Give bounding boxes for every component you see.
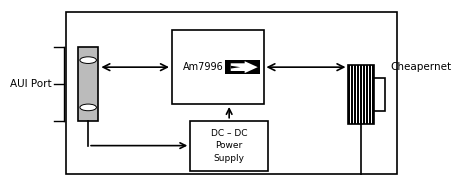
Bar	[66, 12, 396, 174]
Bar	[226, 60, 260, 74]
Bar	[360, 65, 362, 124]
Bar	[366, 65, 368, 124]
Bar	[373, 78, 385, 111]
Text: DC – DC
Power
Supply: DC – DC Power Supply	[211, 129, 248, 163]
Bar	[348, 65, 373, 124]
Bar	[190, 121, 268, 171]
Bar	[354, 65, 356, 124]
Text: Cheapernet: Cheapernet	[391, 62, 452, 72]
Text: AUI Port: AUI Port	[10, 79, 51, 89]
Bar	[369, 65, 371, 124]
Bar	[372, 65, 373, 124]
Bar	[357, 65, 359, 124]
Polygon shape	[231, 66, 240, 69]
Circle shape	[80, 57, 96, 63]
Bar	[351, 65, 353, 124]
Text: Am7996: Am7996	[183, 62, 224, 72]
Bar	[172, 30, 263, 104]
Bar	[78, 47, 98, 121]
Bar	[363, 65, 365, 124]
Circle shape	[80, 104, 96, 111]
Bar	[348, 65, 350, 124]
Polygon shape	[231, 61, 258, 73]
